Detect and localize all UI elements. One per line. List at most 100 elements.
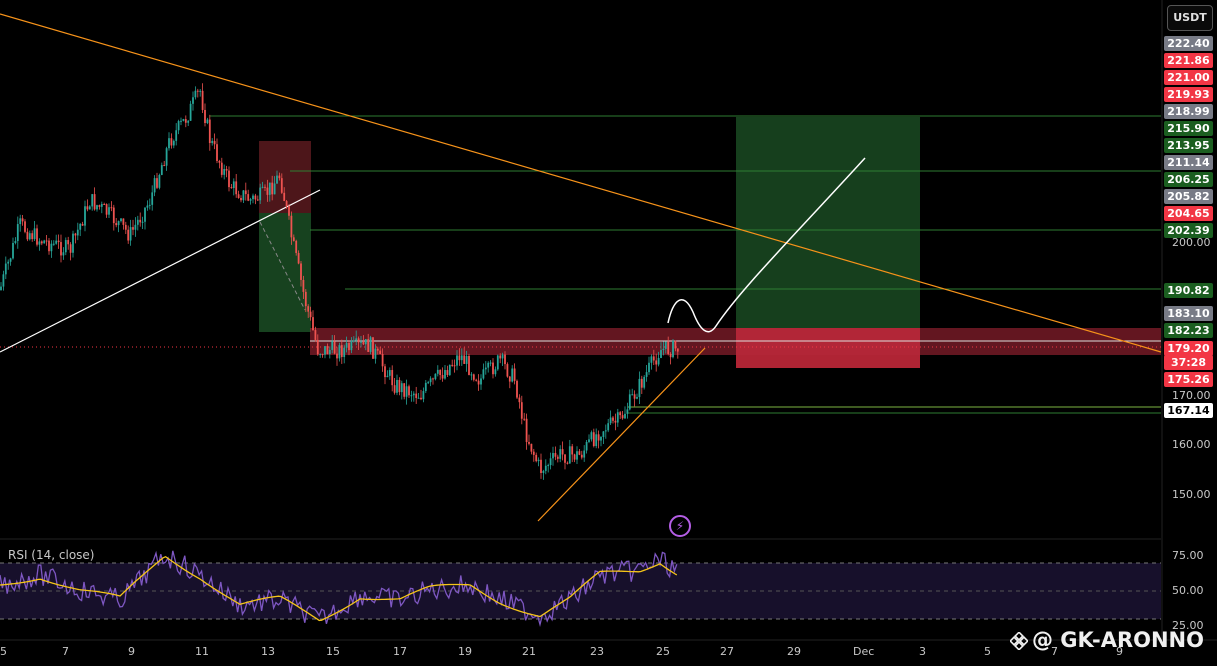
long-position-target-zone[interactable] (736, 117, 920, 328)
rsi-indicator-label[interactable]: RSI (14, close) (8, 548, 95, 562)
price-tag[interactable]: 218.99 (1164, 104, 1213, 119)
candle-body (129, 227, 132, 241)
candle-body (105, 204, 108, 215)
descending-trendline[interactable] (0, 13, 1162, 353)
candle-body (316, 339, 319, 355)
candle-body (410, 395, 413, 397)
candle-body (340, 345, 343, 358)
candle-body (436, 369, 439, 374)
time-label: 5 (0, 645, 7, 658)
price-label-150: 150.00 (1172, 488, 1211, 501)
candle-body (424, 382, 427, 392)
candle-body (540, 459, 542, 474)
candle-body (328, 349, 331, 355)
price-tag[interactable]: 204.65 (1164, 206, 1213, 221)
candle-body (576, 451, 578, 460)
price-tag[interactable]: 183.10 (1164, 306, 1213, 321)
price-tag[interactable]: 190.82 (1164, 283, 1213, 298)
candle-body (100, 203, 103, 207)
time-label: 9 (1116, 645, 1123, 658)
candle-body (211, 140, 214, 144)
candle-body (31, 233, 34, 240)
price-tag[interactable]: 205.82 (1164, 189, 1213, 204)
price-tag[interactable]: 213.95 (1164, 138, 1213, 153)
price-label-200: 200.00 (1172, 236, 1211, 249)
candle-body (396, 379, 398, 393)
candle-body (184, 119, 187, 123)
candle-body (2, 274, 5, 287)
price-tag[interactable]: 175.26 (1164, 372, 1213, 387)
candle-body (525, 418, 528, 443)
candle-body (494, 369, 497, 375)
candle-body (403, 383, 406, 397)
candle-body (408, 386, 410, 396)
candle-body (388, 370, 391, 376)
candle-body (304, 291, 307, 307)
short-position-stop-zone[interactable] (259, 141, 311, 213)
price-tag[interactable]: 215.90 (1164, 121, 1213, 136)
price-tag[interactable]: 37:28 (1164, 355, 1213, 370)
candle-body (86, 206, 89, 210)
price-tag[interactable]: 167.14 (1164, 403, 1213, 418)
candle-body (134, 224, 137, 230)
candle-body (482, 369, 485, 379)
short-position-target-zone[interactable] (259, 213, 311, 332)
candle-body (508, 376, 511, 382)
candle-body (379, 350, 382, 354)
price-tag[interactable]: 219.93 (1164, 87, 1213, 102)
candle-body (213, 140, 216, 145)
candle-body (16, 224, 19, 242)
candle-body (91, 194, 94, 207)
candle-body (393, 385, 396, 393)
price-tag[interactable]: 221.86 (1164, 53, 1213, 68)
candle-body (463, 355, 466, 364)
price-tag[interactable]: 221.00 (1164, 70, 1213, 85)
candle-body (444, 370, 446, 379)
price-tag[interactable]: 222.40 (1164, 36, 1213, 51)
candle-body (549, 458, 552, 466)
candle-body (321, 354, 324, 356)
price-tag[interactable]: 206.25 (1164, 172, 1213, 187)
time-label: 5 (984, 645, 991, 658)
candle-body (374, 348, 377, 359)
ascending-support-trendline[interactable] (537, 347, 706, 522)
time-label: 7 (62, 645, 69, 658)
candle-body (537, 459, 540, 462)
ascending-white-trendline[interactable] (0, 189, 321, 353)
candle-body (607, 423, 610, 431)
candle-body (544, 465, 547, 471)
candle-body (295, 240, 298, 253)
candle-body (259, 187, 262, 201)
price-tag[interactable]: 202.39 (1164, 223, 1213, 238)
candle-body (652, 356, 655, 361)
candle-body (194, 90, 197, 98)
candle-body (141, 221, 144, 223)
candle-body (60, 242, 62, 256)
price-tag[interactable]: 182.23 (1164, 323, 1213, 338)
price-tag[interactable]: 179.20 (1164, 341, 1213, 356)
candle-body (633, 394, 636, 399)
lightning-icon[interactable]: ⚡ (669, 515, 691, 537)
rsi-ma-line (0, 555, 678, 622)
currency-button[interactable]: USDT (1167, 5, 1213, 31)
projection-dashed-line[interactable] (259, 221, 306, 311)
candle-body (472, 374, 475, 380)
candle-body (292, 237, 295, 241)
candle-body (76, 229, 79, 236)
candle-body (518, 397, 521, 403)
candle-body (552, 453, 554, 459)
candle-body (98, 205, 101, 207)
candle-body (532, 451, 535, 455)
price-tag[interactable]: 211.14 (1164, 155, 1213, 170)
candle-body (319, 354, 322, 356)
candle-body (420, 397, 422, 400)
candle-body (446, 370, 449, 375)
candle-body (624, 413, 626, 419)
candle-body (278, 175, 281, 179)
projected-path-curve[interactable] (667, 157, 866, 333)
candle-body (312, 317, 314, 331)
candle-body (429, 378, 432, 383)
candle-body (638, 378, 641, 398)
